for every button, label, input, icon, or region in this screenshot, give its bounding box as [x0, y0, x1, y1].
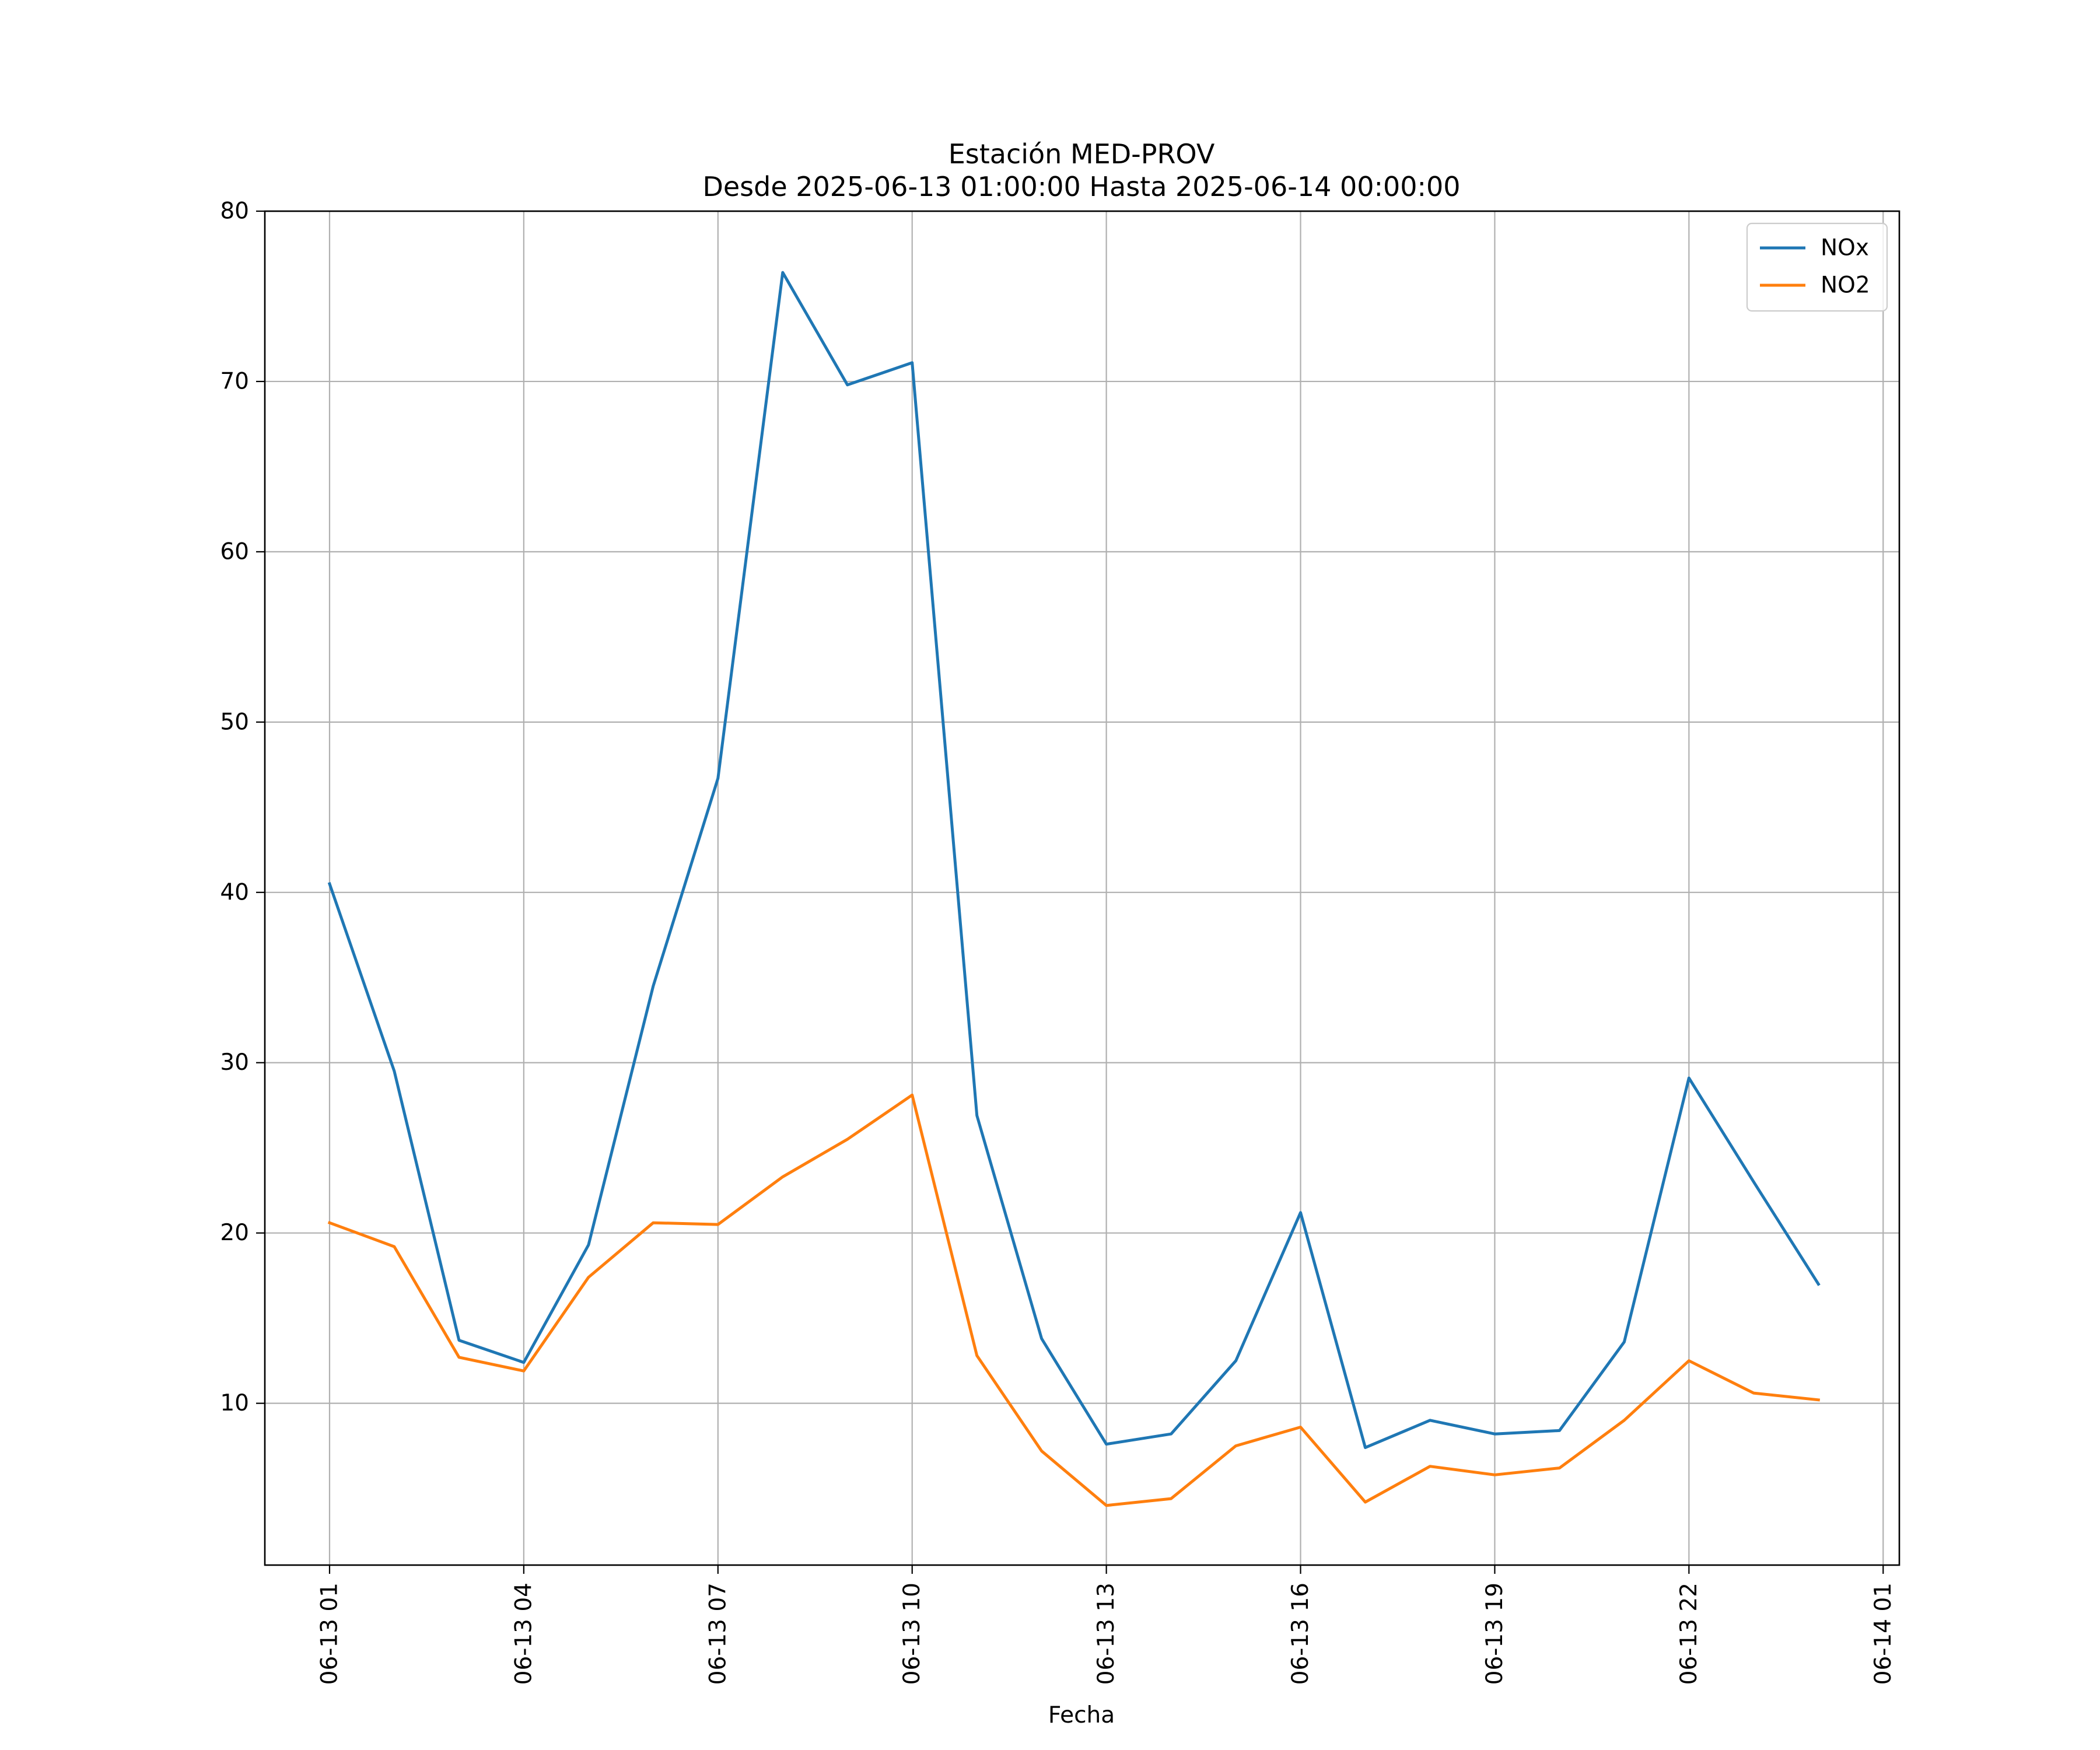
x-axis-label: Fecha: [1048, 1702, 1115, 1728]
y-tick-label: 50: [220, 709, 249, 735]
y-tick-label: 70: [220, 368, 249, 394]
x-axis-ticks: 06-13 01 06-13 04 06-13 07 06-13 10 06-13 13…: [316, 1565, 1896, 1685]
x-tick-label: 06-13 22: [1676, 1583, 1702, 1685]
y-tick-label: 20: [220, 1220, 249, 1246]
y-tick-label: 30: [220, 1049, 249, 1076]
x-tick-label: 06-13 07: [705, 1583, 731, 1685]
y-tick-label: 60: [220, 538, 249, 565]
series-line-nox: [327, 271, 1821, 1450]
y-tick-label: 80: [220, 198, 249, 225]
x-tick-label: 06-14 01: [1870, 1583, 1896, 1685]
series-line-no2: [327, 1093, 1821, 1507]
plot-frame: [264, 210, 1901, 1566]
y-tick-label: 40: [220, 879, 249, 905]
legend-box: [1746, 222, 1888, 312]
x-tick-label: 06-13 13: [1093, 1583, 1119, 1685]
y-tick-label: 10: [220, 1390, 249, 1416]
y-axis-ticks: 10 20 30 40 50 60 70 80: [220, 198, 265, 1416]
legend-label-nox: NOx: [1821, 235, 1869, 261]
legend-label-no2: NO2: [1821, 272, 1870, 299]
x-tick-label: 06-13 16: [1287, 1583, 1314, 1685]
x-tick-label: 06-13 19: [1482, 1583, 1508, 1685]
x-tick-label: 06-13 10: [899, 1583, 925, 1685]
x-tick-label: 06-13 01: [316, 1583, 342, 1685]
series-lines: [327, 271, 1821, 1507]
chart-title: Estación MED-PROV: [949, 138, 1215, 170]
legend: NOx NO2: [1746, 222, 1888, 312]
x-tick-label: 06-13 04: [510, 1583, 537, 1685]
chart-subtitle: Desde 2025-06-13 01:00:00 Hasta 2025-06-…: [702, 171, 1460, 202]
